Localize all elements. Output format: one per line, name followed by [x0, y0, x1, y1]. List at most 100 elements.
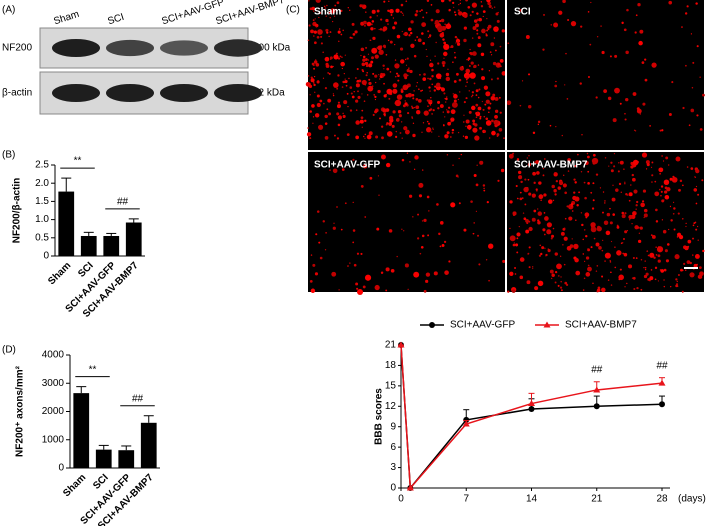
signal-dot [470, 200, 473, 203]
signal-dot [458, 78, 462, 82]
signal-dot [590, 1, 592, 4]
signal-dot [555, 179, 559, 183]
signal-dot [497, 179, 500, 182]
signal-dot [496, 19, 500, 23]
signal-dot [563, 227, 566, 230]
signal-dot [317, 124, 324, 130]
signal-dot [493, 37, 496, 39]
signal-dot [612, 184, 614, 186]
signal-dot [355, 99, 359, 103]
signal-dot [440, 0, 445, 3]
signal-dot [407, 112, 410, 115]
signal-dot [673, 228, 676, 231]
signal-dot [618, 182, 622, 186]
signal-dot [490, 95, 496, 101]
signal-dot [317, 80, 319, 82]
signal-dot [631, 223, 633, 225]
signal-dot [587, 76, 590, 78]
signal-dot [535, 160, 540, 165]
signal-dot [433, 89, 436, 92]
signal-dot [689, 272, 695, 278]
signal-dot [437, 107, 440, 110]
signal-dot [500, 168, 505, 173]
signal-dot [482, 10, 486, 13]
signal-dot [618, 162, 620, 164]
signal-dot [439, 20, 442, 23]
signal-dot [411, 93, 415, 97]
signal-dot [362, 58, 366, 62]
signal-dot [683, 262, 686, 265]
signal-dot [404, 76, 408, 80]
signal-dot [463, 114, 465, 116]
signal-dot [434, 23, 436, 25]
signal-dot [476, 112, 479, 114]
signal-dot [675, 278, 678, 281]
signal-dot [545, 255, 547, 257]
signal-dot [537, 220, 541, 225]
signal-dot [313, 41, 317, 45]
signal-dot [474, 135, 480, 141]
signal-dot [482, 108, 485, 111]
signal-dot [624, 212, 627, 215]
signal-dot [647, 254, 650, 257]
signal-dot [374, 98, 377, 101]
signal-dot [596, 288, 601, 293]
signal-dot [528, 226, 533, 232]
y-tick-label: 2000 [42, 406, 65, 417]
signal-dot [626, 282, 628, 285]
signal-dot [681, 217, 684, 220]
signal-dot [561, 134, 563, 137]
signal-dot [355, 282, 359, 286]
signal-dot [692, 61, 695, 64]
signal-dot [677, 273, 680, 276]
signal-dot [459, 91, 461, 93]
signal-dot [560, 280, 562, 283]
signal-dot [524, 178, 527, 181]
signal-dot [392, 83, 398, 88]
signal-dot [607, 279, 610, 281]
signal-dot [438, 232, 441, 236]
signal-dot [581, 134, 583, 136]
signal-dot [626, 8, 629, 12]
signal-dot [448, 8, 451, 12]
signal-dot [401, 228, 403, 230]
signal-dot [336, 1, 340, 5]
signal-dot [386, 88, 393, 95]
signal-dot [509, 271, 514, 276]
signal-dot [401, 137, 403, 139]
signal-dot [481, 68, 484, 71]
signal-dot [517, 197, 519, 200]
signal-dot [603, 89, 608, 94]
signal-dot [483, 85, 489, 90]
signal-dot [482, 15, 484, 18]
signal-dot [662, 160, 665, 162]
signal-dot [532, 171, 536, 176]
signal-dot [636, 107, 640, 111]
signal-dot [662, 229, 667, 234]
signal-dot [330, 65, 333, 69]
signal-dot [576, 153, 579, 156]
signal-dot [397, 79, 400, 82]
signal-dot [399, 47, 404, 51]
significance-label: ## [656, 360, 668, 371]
signal-dot [702, 93, 705, 97]
blot-band [160, 84, 208, 102]
signal-dot [611, 197, 616, 202]
panel-label: (A) [2, 5, 15, 16]
signal-dot [495, 27, 498, 30]
signal-dot [382, 44, 386, 48]
signal-dot [440, 87, 446, 92]
x-tick-label: Sham [61, 472, 88, 499]
signal-dot [649, 125, 651, 127]
signal-dot [601, 50, 605, 55]
micrograph-label: Sham [314, 7, 341, 18]
signal-dot [550, 24, 552, 26]
signal-dot [484, 103, 487, 106]
signal-dot [377, 89, 381, 94]
signal-dot [434, 55, 436, 57]
signal-dot [406, 68, 410, 73]
signal-dot [413, 271, 420, 278]
signal-dot [695, 169, 700, 174]
signal-dot [651, 181, 653, 183]
signal-dot [454, 13, 457, 16]
